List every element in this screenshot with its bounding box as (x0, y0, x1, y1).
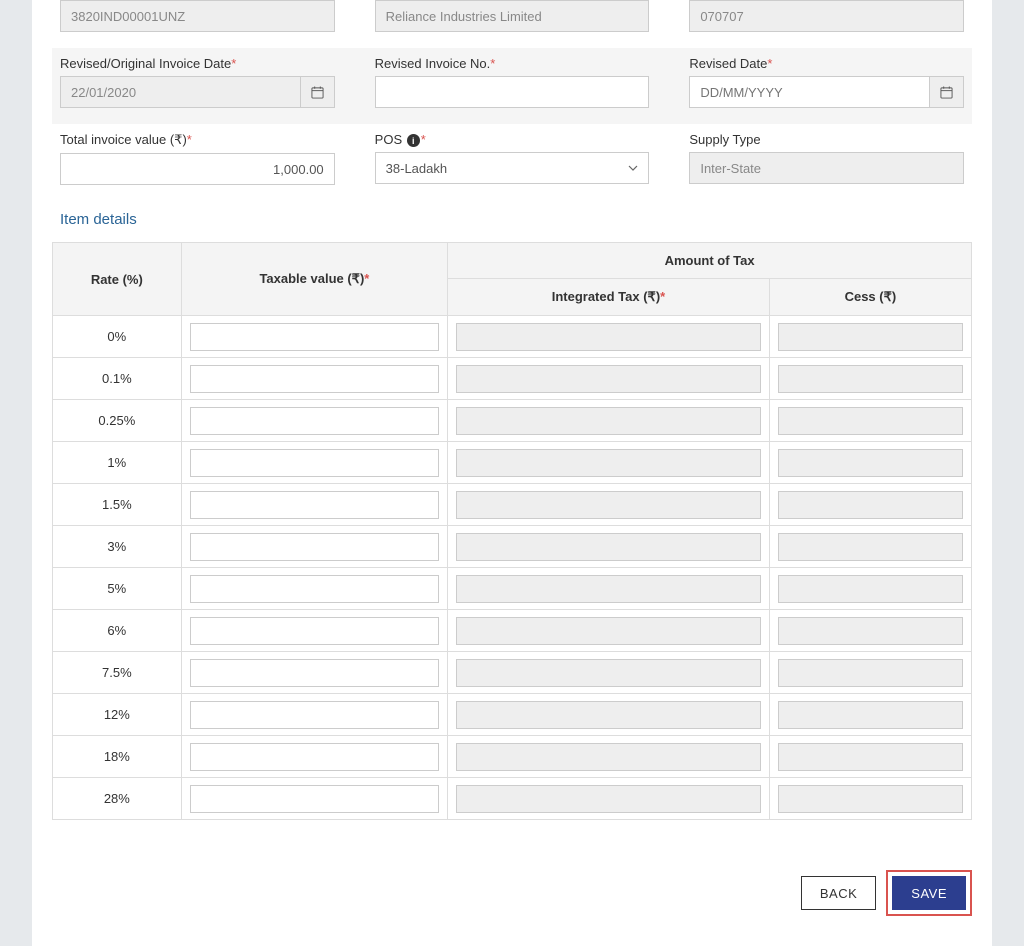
table-row: 12% (53, 694, 972, 736)
rate-cell: 18% (53, 736, 182, 778)
save-button-highlight: SAVE (886, 870, 972, 916)
revised-invoice-no-label: Revised Invoice No.* (375, 56, 650, 71)
integrated-tax-input (456, 659, 761, 687)
table-row: 18% (53, 736, 972, 778)
revised-date-label: Revised Date* (689, 56, 964, 71)
table-row: 1.5% (53, 484, 972, 526)
cess-input (778, 407, 963, 435)
calendar-icon[interactable] (930, 76, 964, 108)
info-icon[interactable]: i (407, 134, 420, 147)
table-row: 0% (53, 316, 972, 358)
company-name-field (375, 0, 650, 32)
table-row: 6% (53, 610, 972, 652)
rate-cell: 3% (53, 526, 182, 568)
integrated-tax-input (456, 491, 761, 519)
integrated-tax-input (456, 575, 761, 603)
total-invoice-value-label: Total invoice value (₹)* (60, 132, 335, 148)
cess-input (778, 575, 963, 603)
integrated-tax-input (456, 701, 761, 729)
table-row: 0.25% (53, 400, 972, 442)
rate-cell: 5% (53, 568, 182, 610)
back-button[interactable]: BACK (801, 876, 876, 910)
gstin-field (60, 0, 335, 32)
rate-cell: 1.5% (53, 484, 182, 526)
col-taxable: Taxable value (₹)* (181, 243, 448, 316)
taxable-value-input[interactable] (190, 365, 440, 393)
revised-date-input[interactable] (689, 76, 930, 108)
supply-type-input (689, 152, 964, 184)
integrated-tax-input (456, 617, 761, 645)
taxable-value-input[interactable] (190, 491, 440, 519)
pos-label: POS i* (375, 132, 650, 147)
rate-cell: 12% (53, 694, 182, 736)
cess-input (778, 617, 963, 645)
col-integrated-tax: Integrated Tax (₹)* (448, 279, 770, 316)
taxable-value-input[interactable] (190, 785, 440, 813)
taxable-value-input[interactable] (190, 743, 440, 771)
total-invoice-value-input[interactable] (60, 153, 335, 185)
cess-input (778, 323, 963, 351)
cess-input (778, 701, 963, 729)
item-details-table: Rate (%) Taxable value (₹)* Amount of Ta… (52, 242, 972, 820)
revised-original-date-label: Revised/Original Invoice Date* (60, 56, 335, 71)
table-row: 28% (53, 778, 972, 820)
col-rate: Rate (%) (53, 243, 182, 316)
cess-input (778, 533, 963, 561)
integrated-tax-input (456, 449, 761, 477)
item-details-title: Item details (60, 211, 972, 228)
supply-type-label: Supply Type (689, 132, 964, 147)
table-row: 5% (53, 568, 972, 610)
revised-invoice-no-input[interactable] (375, 76, 650, 108)
integrated-tax-input (456, 323, 761, 351)
taxable-value-input[interactable] (190, 701, 440, 729)
cess-input (778, 449, 963, 477)
rate-cell: 0.25% (53, 400, 182, 442)
integrated-tax-input (456, 533, 761, 561)
code-field (689, 0, 964, 32)
taxable-value-input[interactable] (190, 449, 440, 477)
cess-input (778, 491, 963, 519)
rate-cell: 1% (53, 442, 182, 484)
rate-cell: 0% (53, 316, 182, 358)
table-row: 3% (53, 526, 972, 568)
cess-input (778, 785, 963, 813)
rate-cell: 7.5% (53, 652, 182, 694)
taxable-value-input[interactable] (190, 617, 440, 645)
integrated-tax-input (456, 785, 761, 813)
integrated-tax-input (456, 407, 761, 435)
revised-original-date-input[interactable] (60, 76, 301, 108)
table-row: 1% (53, 442, 972, 484)
taxable-value-input[interactable] (190, 575, 440, 603)
col-cess: Cess (₹) (769, 279, 971, 316)
pos-select[interactable]: 38-Ladakh (375, 152, 650, 184)
integrated-tax-input (456, 365, 761, 393)
rate-cell: 6% (53, 610, 182, 652)
cess-input (778, 365, 963, 393)
taxable-value-input[interactable] (190, 323, 440, 351)
taxable-value-input[interactable] (190, 407, 440, 435)
save-button[interactable]: SAVE (892, 876, 966, 910)
col-amount-of-tax: Amount of Tax (448, 243, 972, 279)
integrated-tax-input (456, 743, 761, 771)
rate-cell: 0.1% (53, 358, 182, 400)
taxable-value-input[interactable] (190, 533, 440, 561)
table-row: 7.5% (53, 652, 972, 694)
taxable-value-input[interactable] (190, 659, 440, 687)
cess-input (778, 659, 963, 687)
cess-input (778, 743, 963, 771)
calendar-icon[interactable] (301, 76, 335, 108)
rate-cell: 28% (53, 778, 182, 820)
table-row: 0.1% (53, 358, 972, 400)
